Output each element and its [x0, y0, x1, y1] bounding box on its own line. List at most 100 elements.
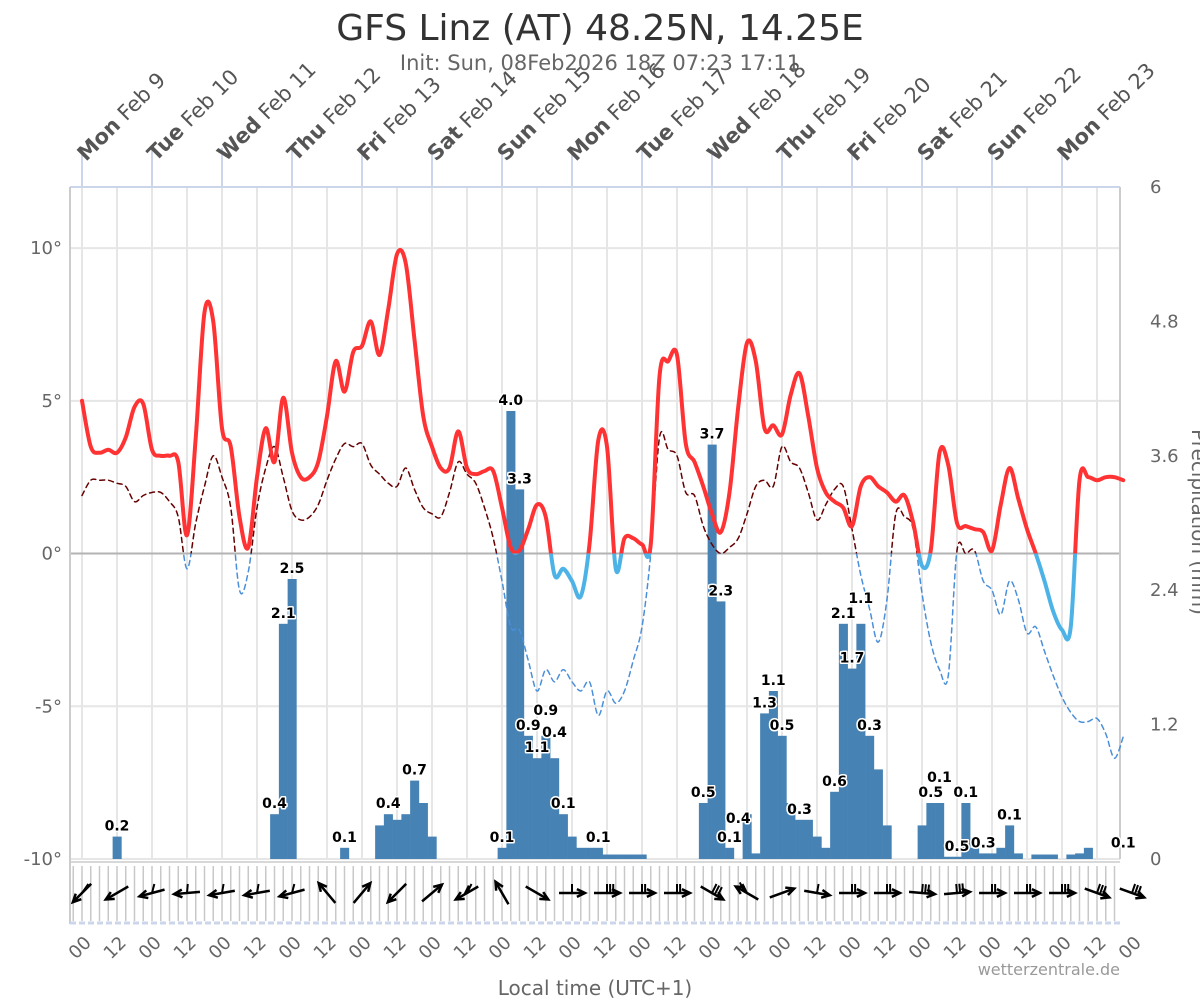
wind-arrow-head	[316, 880, 328, 893]
precip-bar-label: 0.3	[787, 802, 812, 818]
left-axis-tick-label: 10°	[30, 238, 62, 259]
wind-arrow	[385, 882, 408, 905]
wind-barb	[1131, 883, 1137, 894]
x-axis-title: Local time (UTC+1)	[498, 976, 692, 1000]
precip-bar	[550, 758, 560, 859]
wind-arrow	[70, 882, 93, 905]
wind-arrow-head	[432, 882, 445, 894]
wind-barb	[186, 883, 189, 894]
x-hour-tick-label: 12	[170, 932, 201, 963]
precip-bar-label: 0.1	[332, 830, 357, 846]
precip-bar-label: 4.0	[498, 393, 523, 409]
precip-bar-label: 3.3	[507, 471, 532, 487]
precip-bar-label: 0.2	[105, 819, 130, 835]
right-axis-tick-label: 1.2	[1150, 715, 1179, 736]
wind-arrow-head	[611, 887, 623, 899]
precip-bar-label: 1.1	[761, 673, 786, 689]
day-label-date: Feb 14	[450, 66, 522, 138]
precip-bar	[935, 803, 945, 859]
wind-arrow	[316, 880, 337, 904]
precip-bar	[707, 444, 717, 859]
chart-title: GFS Linz (AT) 48.25N, 14.25E	[336, 8, 864, 49]
x-hour-tick-label: 00	[625, 932, 656, 963]
wind-strip	[70, 861, 1147, 925]
precip-bar-label: 0.1	[717, 830, 742, 846]
x-hour-tick-label: 12	[380, 932, 411, 963]
precip-bar	[943, 856, 953, 859]
wind-barb	[955, 883, 958, 894]
precip-bar	[497, 847, 507, 859]
precip-bar	[1083, 847, 1093, 859]
right-axis-tick-label: 2.4	[1150, 580, 1179, 601]
precip-bar	[847, 668, 857, 859]
precip-bar	[383, 814, 393, 859]
precip-bar	[1013, 853, 1023, 859]
wind-barb	[716, 886, 723, 897]
x-hour-tick-label: 00	[345, 932, 376, 963]
precip-bar	[278, 623, 288, 859]
day-label-date: Feb 22	[1014, 62, 1086, 134]
precip-bar	[558, 814, 568, 859]
dewpoint-line-above-zero	[81, 430, 977, 554]
wind-arrow-head	[714, 891, 726, 901]
wind-arrow	[664, 884, 693, 899]
x-hour-tick-label: 00	[205, 932, 236, 963]
precip-bar	[821, 847, 831, 859]
day-label-date: Feb 21	[940, 66, 1012, 138]
precip-bar-label: 0.6	[822, 774, 847, 790]
wind-arrow-shaft	[352, 882, 372, 904]
precip-bar-label: 2.3	[708, 583, 733, 599]
x-hour-tick-label: 00	[275, 932, 306, 963]
precip-bar-label: 1.7	[840, 651, 865, 667]
wind-arrow-head	[103, 891, 115, 901]
day-label-date: Feb 23	[1088, 58, 1160, 130]
wind-arrow	[352, 880, 373, 904]
precip-bar-label: 0.3	[971, 835, 996, 851]
precip-bar	[611, 854, 621, 859]
x-hour-tick-label: 00	[1115, 932, 1146, 963]
x-hour-tick-label: 00	[135, 932, 166, 963]
precip-bar	[768, 691, 778, 859]
x-hour-tick-label: 00	[485, 932, 516, 963]
x-hour-tick-label: 00	[765, 932, 796, 963]
right-axis-tick-label: 6	[1150, 177, 1161, 198]
precip-bar	[786, 803, 796, 859]
precipitation-bars	[112, 411, 1093, 859]
precip-bar	[882, 825, 892, 859]
precip-bar	[1048, 854, 1058, 859]
precip-bar-label: 0.4	[262, 796, 287, 812]
precip-bar	[576, 847, 586, 859]
precip-bar-label: 0.1	[551, 796, 576, 812]
x-hour-tick-label: 12	[450, 932, 481, 963]
wind-barb	[738, 881, 746, 892]
precip-bar	[1040, 854, 1050, 859]
wind-arrow	[839, 884, 868, 899]
precip-bar	[506, 411, 516, 859]
day-label-date: Feb 10	[172, 65, 244, 137]
precip-bar	[978, 853, 988, 859]
wind-barb	[927, 884, 930, 894]
precip-bar	[340, 847, 350, 859]
wind-arrow	[453, 883, 479, 901]
wind-barb	[816, 883, 820, 894]
wind-arrow	[525, 885, 551, 901]
precip-bar-label: 0.1	[490, 830, 515, 846]
wind-arrow-shaft	[105, 885, 129, 901]
credit-link[interactable]: wetterzentrale.de	[978, 960, 1120, 979]
precip-bar-label: 0.1	[953, 785, 978, 801]
day-label-date: Feb 12	[314, 63, 386, 135]
x-hour-tick-label: 12	[520, 932, 551, 963]
precip-bar	[523, 735, 533, 859]
wind-arrow-head	[891, 887, 903, 899]
wind-arrow-head	[961, 887, 973, 898]
precip-bar	[777, 735, 787, 859]
wind-barb	[291, 883, 296, 894]
precip-bar	[375, 825, 385, 859]
precip-bar-label: 2.5	[280, 561, 305, 577]
precip-bar	[410, 780, 420, 859]
wind-arrow-head	[1100, 890, 1112, 900]
left-axis-tick-label: 0°	[42, 544, 62, 565]
wind-arrow-head	[453, 891, 465, 901]
precip-bar	[961, 803, 971, 859]
wind-arrow-head	[276, 889, 289, 900]
